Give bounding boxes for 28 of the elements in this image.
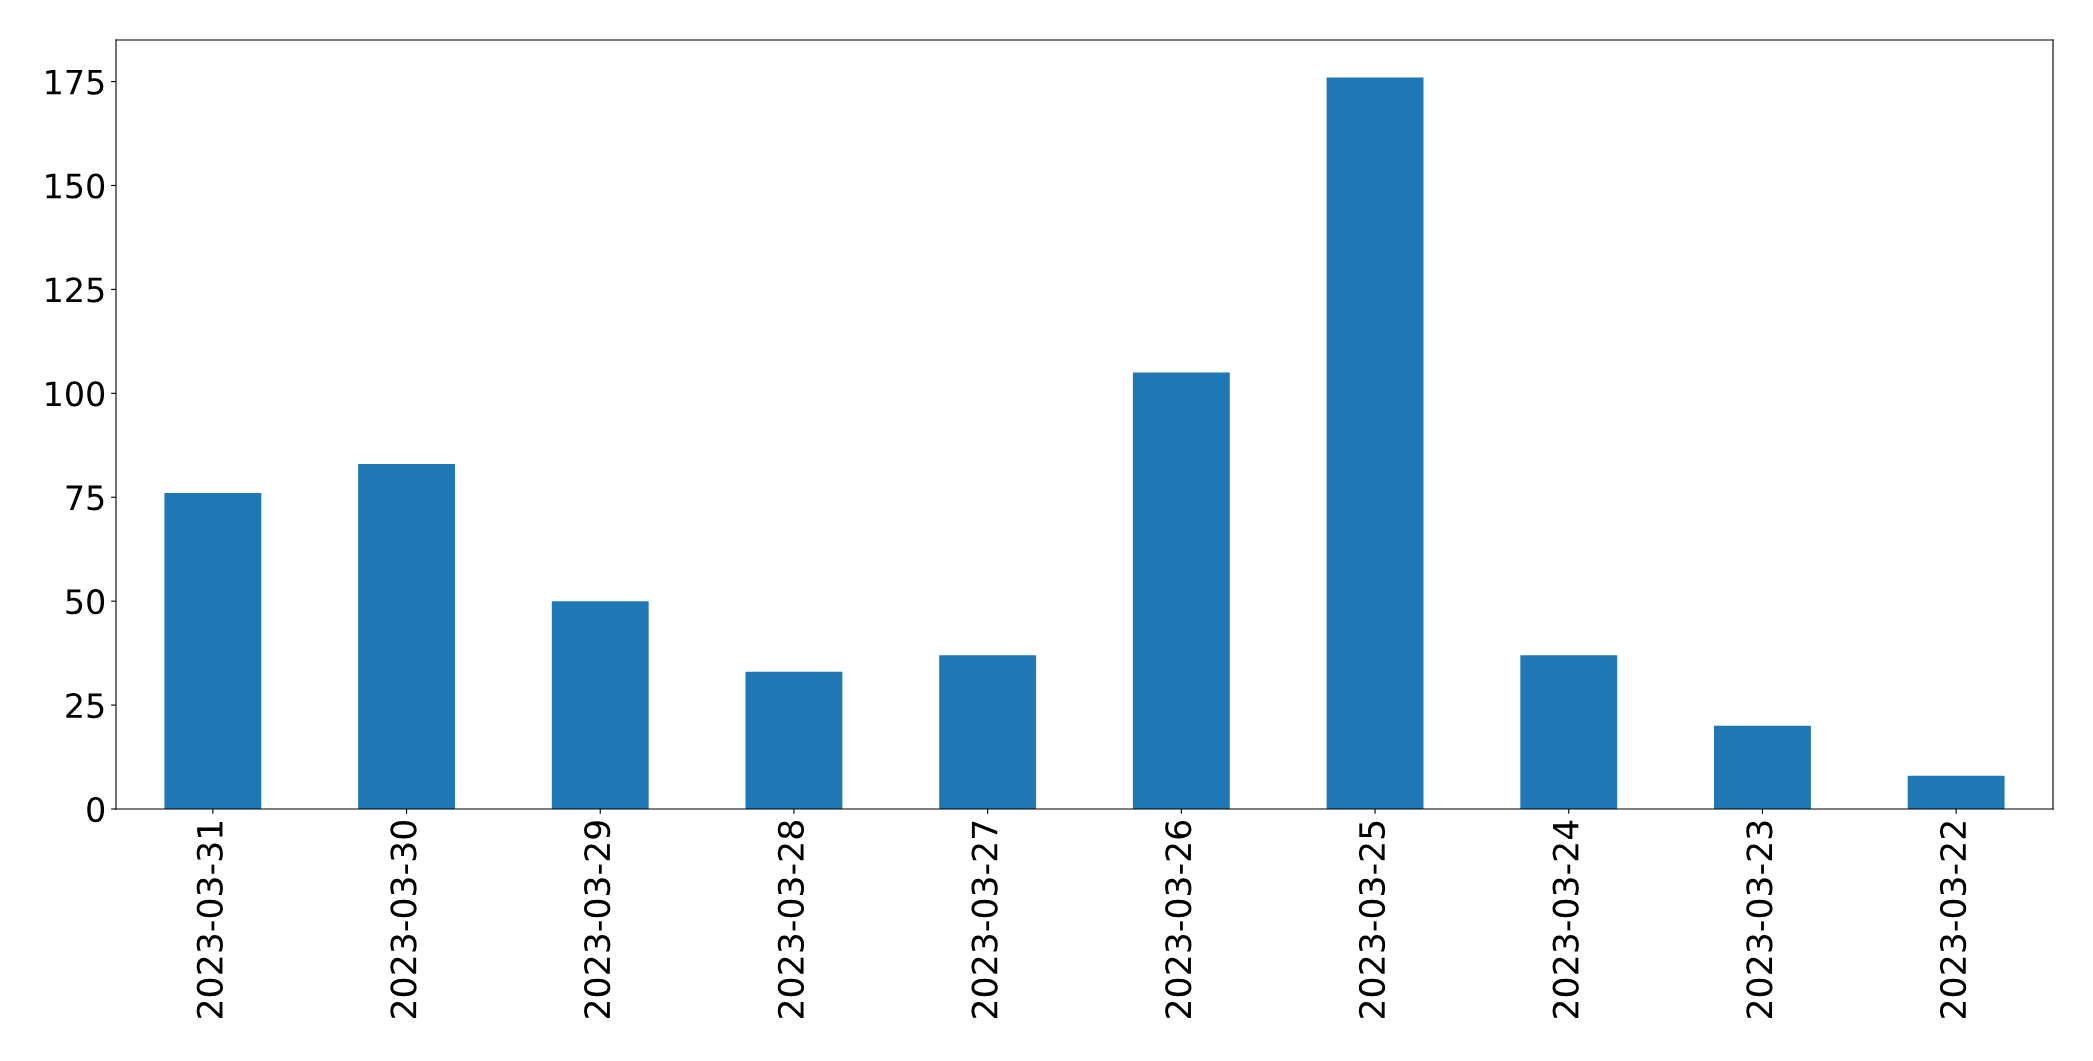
x-tick-label: 2023-03-30 <box>390 821 417 1018</box>
bar <box>1714 725 1811 809</box>
y-tick-label: 100 <box>46 381 105 407</box>
x-tick-label: 2023-03-27 <box>971 821 998 1018</box>
y-tick-label: 75 <box>66 485 104 511</box>
y-tick-label: 175 <box>46 69 104 95</box>
x-tick-label: 2023-03-22 <box>1939 822 1967 1018</box>
bar <box>551 601 649 809</box>
y-tick-label: 50 <box>66 589 105 615</box>
x-tick-label: 2023-03-23 <box>1746 821 1773 1018</box>
x-tick-label: 2023-03-31 <box>196 821 223 1018</box>
bar <box>1520 655 1618 809</box>
y-tick-label: 150 <box>46 173 105 199</box>
x-tick-label: 2023-03-28 <box>777 821 805 1018</box>
bar <box>939 655 1037 809</box>
bar <box>1326 77 1424 809</box>
bar <box>745 671 843 809</box>
x-tick-label: 2023-03-29 <box>584 821 611 1018</box>
bar <box>1132 372 1230 809</box>
x-tick-label: 2023-03-25 <box>1358 821 1386 1018</box>
y-tick-label: 125 <box>46 277 104 303</box>
bar <box>1907 775 2005 809</box>
bar <box>164 493 262 809</box>
x-tick-label: 2023-03-24 <box>1552 820 1579 1018</box>
y-tick-label: 25 <box>66 693 104 719</box>
y-tick-label: 0 <box>87 796 105 823</box>
x-tick-label: 2023-03-26 <box>1165 820 1192 1018</box>
bar <box>358 463 455 809</box>
